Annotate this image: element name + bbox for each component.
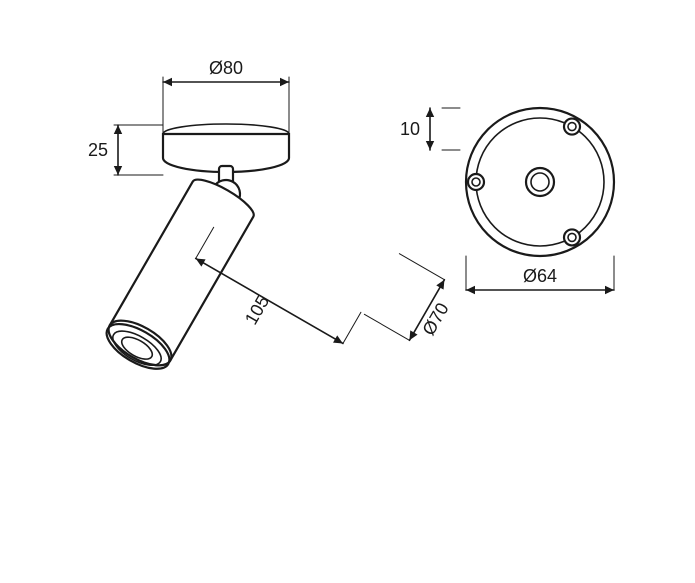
- side-view: Ø80 25 Ø70 105: [88, 58, 453, 378]
- dim-plate-diameter: Ø64: [523, 266, 557, 286]
- drawing-svg: Ø80 25 Ø70 105 10 Ø64: [0, 0, 695, 583]
- dim-base-height: 25: [88, 140, 108, 160]
- dim-plate-height: 10: [400, 119, 420, 139]
- dim-barrel-length: 105: [241, 292, 273, 328]
- dim-barrel-diameter: Ø70: [418, 299, 452, 338]
- plate-view: 10 Ø64: [400, 108, 614, 294]
- technical-drawing: Ø80 25 Ø70 105 10 Ø64: [0, 0, 695, 583]
- dim-base-diameter: Ø80: [209, 58, 243, 78]
